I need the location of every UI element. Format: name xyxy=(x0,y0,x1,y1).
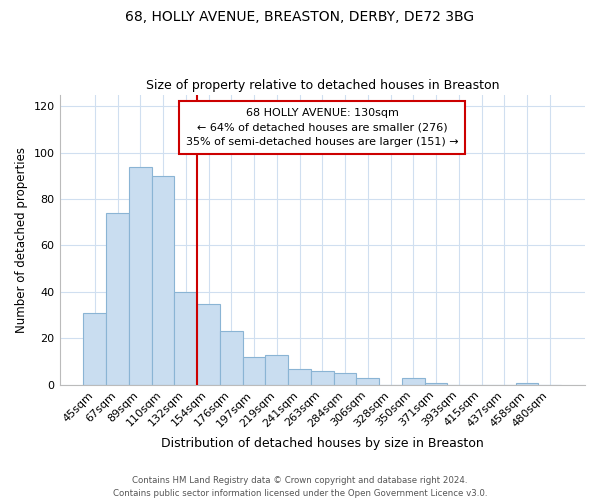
Bar xyxy=(356,378,379,385)
Bar xyxy=(242,357,265,385)
Y-axis label: Number of detached properties: Number of detached properties xyxy=(15,146,28,332)
Bar xyxy=(402,378,425,385)
Bar xyxy=(220,332,242,385)
Bar xyxy=(288,368,311,385)
Bar xyxy=(311,371,334,385)
Bar xyxy=(265,354,288,385)
Bar xyxy=(106,213,129,385)
Text: Contains HM Land Registry data © Crown copyright and database right 2024.
Contai: Contains HM Land Registry data © Crown c… xyxy=(113,476,487,498)
X-axis label: Distribution of detached houses by size in Breaston: Distribution of detached houses by size … xyxy=(161,437,484,450)
Bar xyxy=(152,176,175,385)
Bar xyxy=(197,304,220,385)
Bar xyxy=(175,292,197,385)
Bar xyxy=(334,373,356,385)
Text: 68 HOLLY AVENUE: 130sqm
← 64% of detached houses are smaller (276)
35% of semi-d: 68 HOLLY AVENUE: 130sqm ← 64% of detache… xyxy=(186,108,458,147)
Bar xyxy=(425,382,448,385)
Bar xyxy=(129,166,152,385)
Bar xyxy=(515,382,538,385)
Title: Size of property relative to detached houses in Breaston: Size of property relative to detached ho… xyxy=(146,79,499,92)
Bar xyxy=(83,313,106,385)
Text: 68, HOLLY AVENUE, BREASTON, DERBY, DE72 3BG: 68, HOLLY AVENUE, BREASTON, DERBY, DE72 … xyxy=(125,10,475,24)
